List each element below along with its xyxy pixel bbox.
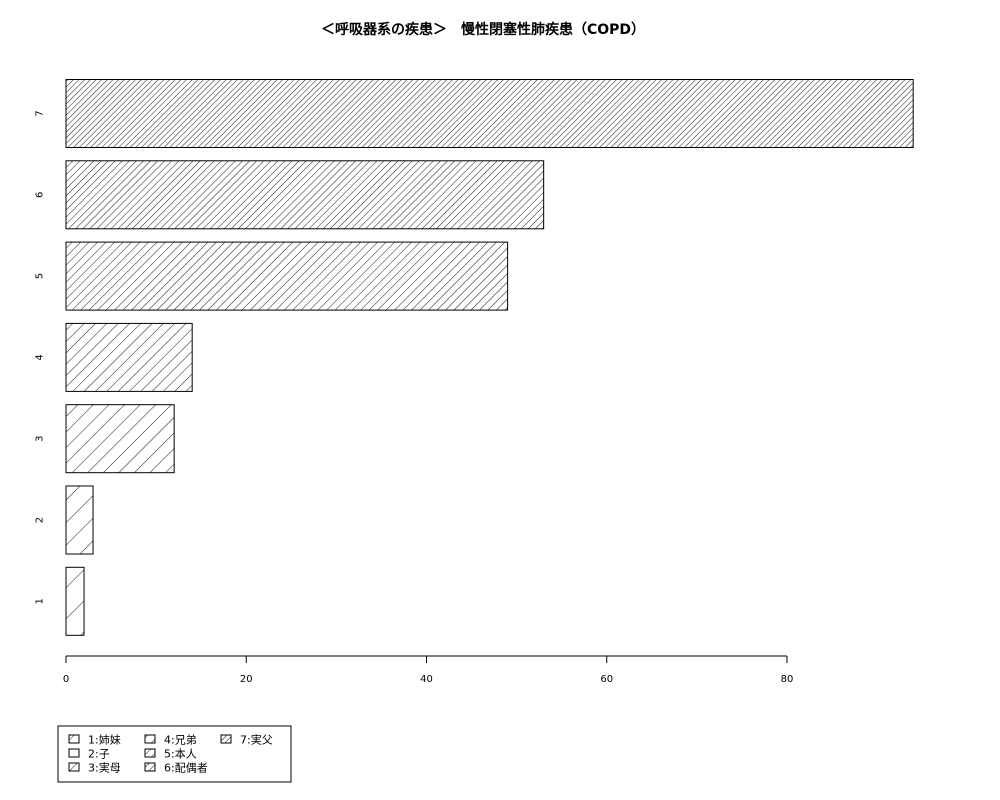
legend-label-6: 6:配偶者 — [164, 762, 208, 775]
x-tick-label-80: 80 — [781, 674, 794, 685]
bar-3 — [65, 404, 175, 474]
legend-label-2: 2:子 — [88, 748, 110, 761]
y-axis-tick-labels: 1 2 3 4 5 6 7 — [35, 110, 46, 604]
y-tick-label-2: 2 — [35, 517, 46, 523]
chart-title: ＜呼吸器系の疾患＞ 慢性閉塞性肺疾患（COPD） — [321, 21, 645, 38]
bar-5 — [65, 241, 509, 311]
x-tick-label-0: 0 — [63, 674, 69, 685]
legend-box — [57, 725, 292, 783]
legend-swatch-6 — [144, 762, 156, 772]
x-axis: 0 20 40 60 80 — [63, 655, 794, 685]
legend-label-7: 7:実父 — [240, 733, 273, 747]
bar-7 — [65, 79, 914, 148]
legend-swatch-1 — [68, 734, 80, 744]
y-tick-label-1: 1 — [35, 598, 46, 604]
legend-label-4: 4:兄弟 — [164, 734, 197, 747]
legend: 1:姉妹2:子3:実母 4:兄弟5:本人6:配偶者 7:実父 — [57, 725, 292, 783]
legend-swatch-5 — [144, 748, 156, 758]
bars — [65, 79, 914, 636]
x-tick-label-20: 20 — [240, 674, 253, 685]
y-tick-label-4: 4 — [35, 354, 46, 360]
x-tick-label-60: 60 — [600, 674, 613, 685]
y-tick-label-6: 6 — [35, 192, 46, 198]
y-tick-label-7: 7 — [35, 110, 46, 116]
y-tick-label-5: 5 — [35, 273, 46, 279]
bar-2 — [65, 485, 94, 555]
bar-6 — [65, 160, 545, 230]
legend-label-1: 1:姉妹 — [88, 733, 121, 747]
bar-4 — [65, 322, 193, 392]
legend-label-5: 5:本人 — [164, 747, 197, 761]
legend-swatch-3 — [68, 762, 80, 772]
legend-swatch-2 — [68, 748, 80, 758]
x-tick-label-40: 40 — [420, 674, 433, 685]
legend-swatch-4 — [144, 734, 156, 744]
legend-swatch-7 — [220, 734, 232, 744]
y-tick-label-3: 3 — [35, 436, 46, 442]
legend-label-3: 3:実母 — [88, 761, 121, 775]
bar-1 — [65, 566, 85, 636]
